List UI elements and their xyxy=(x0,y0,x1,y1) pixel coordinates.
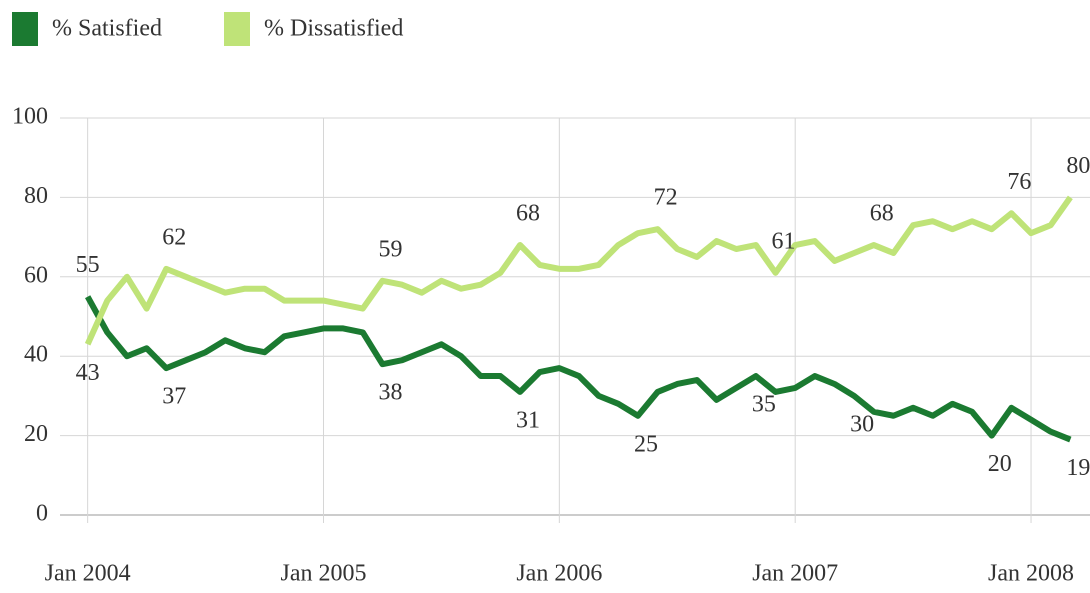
y-tick-label: 0 xyxy=(36,501,48,527)
x-tick-label: Jan 2005 xyxy=(281,561,367,587)
data-label: 37 xyxy=(162,384,186,410)
x-tick-label: Jan 2004 xyxy=(45,561,131,587)
data-label: 43 xyxy=(76,360,100,386)
data-label: 62 xyxy=(162,224,186,250)
data-label: 76 xyxy=(1007,169,1031,195)
y-tick-label: 100 xyxy=(12,104,48,130)
data-label: 55 xyxy=(76,252,100,278)
data-label: 38 xyxy=(378,380,402,406)
data-label: 35 xyxy=(752,392,776,418)
series-line xyxy=(84,195,1073,346)
data-label: 30 xyxy=(850,411,874,437)
legend-label: % Dissatisfied xyxy=(264,16,403,42)
legend-swatch xyxy=(224,12,250,46)
y-tick-label: 60 xyxy=(24,262,48,288)
data-label: 68 xyxy=(516,201,540,227)
data-label: 19 xyxy=(1066,455,1090,481)
legend-label: % Satisfied xyxy=(52,16,162,42)
data-label: 25 xyxy=(634,431,658,457)
y-tick-label: 20 xyxy=(24,421,48,447)
x-tick-label: Jan 2007 xyxy=(752,561,838,587)
x-tick-label: Jan 2006 xyxy=(516,561,602,587)
data-label: 61 xyxy=(772,228,796,254)
data-label: 31 xyxy=(516,407,540,433)
y-tick-label: 40 xyxy=(24,342,48,368)
y-tick-label: 80 xyxy=(24,183,48,209)
data-label: 72 xyxy=(654,185,678,211)
data-label: 20 xyxy=(988,451,1012,477)
data-label: 68 xyxy=(870,201,894,227)
legend-swatch xyxy=(12,12,38,46)
data-label: 59 xyxy=(378,236,402,262)
data-label: 80 xyxy=(1066,153,1090,179)
x-tick-label: Jan 2008 xyxy=(988,561,1074,587)
series-line xyxy=(85,295,1072,443)
